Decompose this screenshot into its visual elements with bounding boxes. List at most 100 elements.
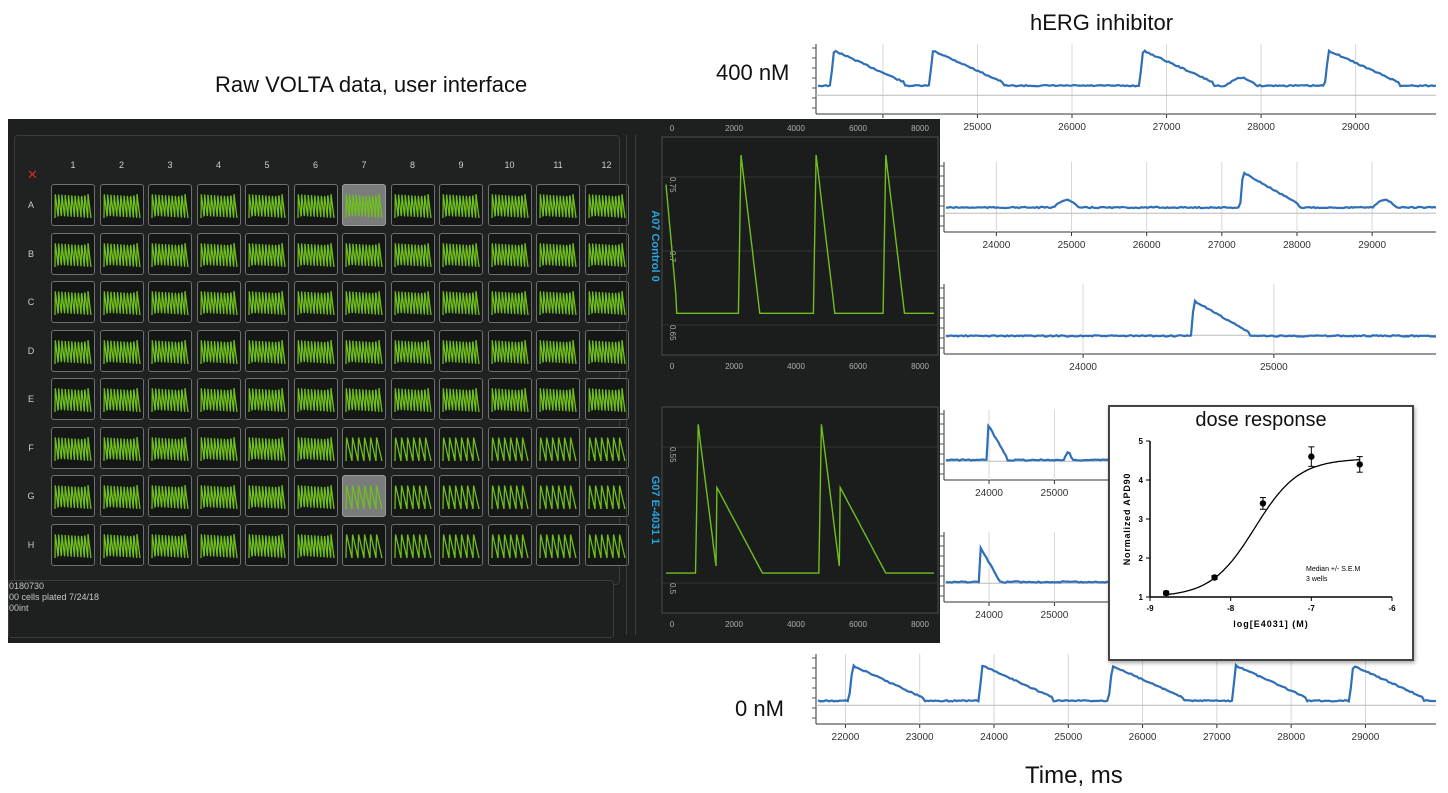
well-A9[interactable] — [439, 184, 483, 226]
well-A5[interactable] — [245, 184, 289, 226]
well-D5[interactable] — [245, 329, 289, 372]
well-B8[interactable] — [390, 232, 435, 275]
well-E11[interactable] — [536, 378, 580, 420]
well-G7[interactable] — [342, 475, 386, 517]
well-G8[interactable] — [390, 475, 435, 517]
well-E10[interactable] — [487, 378, 532, 420]
well-H1[interactable] — [51, 523, 95, 566]
well-D2[interactable] — [99, 329, 144, 372]
column-header[interactable]: 4 — [215, 160, 221, 170]
row-header[interactable]: C — [27, 297, 35, 307]
well-H5[interactable] — [245, 523, 289, 566]
well-E2[interactable] — [99, 378, 144, 420]
row-header[interactable]: E — [27, 394, 34, 404]
well-F12[interactable] — [584, 426, 629, 469]
well-F11[interactable] — [536, 426, 580, 469]
well-E6[interactable] — [293, 378, 338, 420]
well-D11[interactable] — [536, 329, 580, 372]
column-header[interactable]: 2 — [118, 160, 124, 170]
well-C5[interactable] — [245, 281, 289, 323]
well-F4[interactable] — [196, 426, 241, 469]
well-D9[interactable] — [439, 329, 483, 372]
well-A4[interactable] — [196, 184, 241, 226]
well-E9[interactable] — [439, 378, 483, 420]
well-F7[interactable] — [342, 426, 386, 469]
column-header[interactable]: 7 — [361, 160, 367, 170]
well-E4[interactable] — [196, 378, 241, 420]
well-A11[interactable] — [536, 184, 580, 226]
close-icon[interactable]: ✕ — [27, 168, 38, 183]
well-D10[interactable] — [487, 329, 532, 372]
well-D8[interactable] — [390, 329, 435, 372]
well-G5[interactable] — [245, 475, 289, 517]
well-G1[interactable] — [51, 475, 95, 517]
column-header[interactable]: 8 — [409, 160, 415, 170]
column-header[interactable]: 3 — [167, 160, 173, 170]
column-header[interactable]: 10 — [504, 160, 515, 170]
well-B3[interactable] — [148, 232, 192, 275]
row-header[interactable]: H — [27, 539, 35, 550]
well-C10[interactable] — [487, 281, 532, 323]
well-A7[interactable] — [342, 184, 386, 226]
column-header[interactable]: 12 — [601, 160, 612, 170]
well-H7[interactable] — [342, 523, 386, 566]
well-D1[interactable] — [51, 329, 95, 372]
well-A3[interactable] — [148, 184, 192, 226]
well-G3[interactable] — [148, 475, 192, 517]
column-header[interactable]: 1 — [70, 160, 76, 170]
well-F5[interactable] — [245, 426, 289, 469]
well-H11[interactable] — [536, 523, 580, 566]
well-C12[interactable] — [584, 281, 629, 323]
well-E8[interactable] — [390, 378, 435, 420]
well-H3[interactable] — [148, 523, 192, 566]
well-D12[interactable] — [584, 329, 629, 372]
well-C6[interactable] — [293, 281, 338, 323]
well-G11[interactable] — [536, 475, 580, 517]
row-header[interactable]: A — [27, 200, 34, 210]
column-header[interactable]: 5 — [264, 160, 270, 170]
well-E5[interactable] — [245, 378, 289, 420]
well-H6[interactable] — [293, 523, 338, 566]
row-header[interactable]: F — [28, 442, 34, 453]
well-H9[interactable] — [439, 523, 483, 566]
well-C4[interactable] — [196, 281, 241, 323]
well-D6[interactable] — [293, 329, 338, 372]
row-header[interactable]: G — [27, 491, 35, 501]
well-G4[interactable] — [196, 475, 241, 517]
well-H2[interactable] — [99, 523, 144, 566]
well-A12[interactable] — [584, 184, 629, 226]
well-A6[interactable] — [293, 184, 338, 226]
well-A2[interactable] — [99, 184, 144, 226]
well-B4[interactable] — [196, 232, 241, 275]
well-G6[interactable] — [293, 475, 338, 517]
well-E3[interactable] — [148, 378, 192, 420]
well-D7[interactable] — [342, 329, 386, 372]
well-F6[interactable] — [293, 426, 338, 469]
row-header[interactable]: D — [27, 345, 35, 356]
well-B1[interactable] — [51, 232, 95, 275]
well-C7[interactable] — [342, 281, 386, 323]
well-G9[interactable] — [439, 475, 483, 517]
row-header[interactable]: B — [27, 248, 34, 259]
well-G2[interactable] — [99, 475, 144, 517]
well-B10[interactable] — [487, 232, 532, 275]
well-B2[interactable] — [99, 232, 144, 275]
well-C3[interactable] — [148, 281, 192, 323]
well-H12[interactable] — [584, 523, 629, 566]
well-F3[interactable] — [148, 426, 192, 469]
well-F2[interactable] — [99, 426, 144, 469]
well-H4[interactable] — [196, 523, 241, 566]
column-header[interactable]: 11 — [553, 160, 563, 170]
well-H10[interactable] — [487, 523, 532, 566]
well-F1[interactable] — [51, 426, 95, 469]
well-B11[interactable] — [536, 232, 580, 275]
well-C8[interactable] — [390, 281, 435, 323]
well-C1[interactable] — [51, 281, 95, 323]
well-B5[interactable] — [245, 232, 289, 275]
well-A8[interactable] — [390, 184, 435, 226]
well-A10[interactable] — [487, 184, 532, 226]
well-G12[interactable] — [584, 475, 629, 517]
column-header[interactable]: 9 — [458, 160, 464, 170]
well-G10[interactable] — [487, 475, 532, 517]
well-B9[interactable] — [439, 232, 483, 275]
